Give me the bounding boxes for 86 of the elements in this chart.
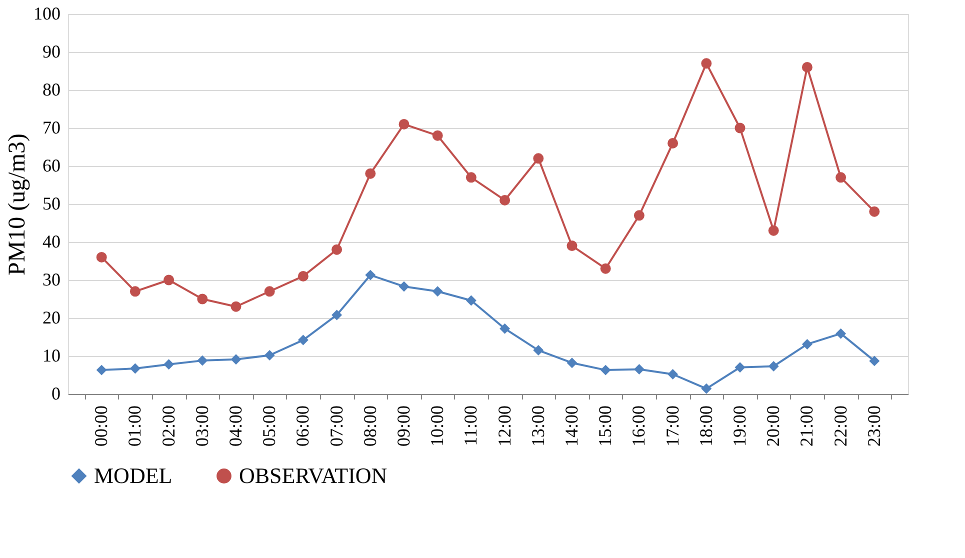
point <box>365 270 376 280</box>
legend-label: MODEL <box>94 463 172 488</box>
point <box>264 286 275 297</box>
x-tick-label: 16:00 <box>628 406 649 447</box>
point <box>130 363 140 374</box>
x-tick-label: 10:00 <box>427 406 448 447</box>
y-tick-label: 10 <box>42 346 60 366</box>
point <box>432 286 443 297</box>
x-tick-label: 23:00 <box>864 406 884 447</box>
y-tick-label: 20 <box>42 308 60 328</box>
point <box>701 383 712 394</box>
point <box>332 310 342 320</box>
x-tick-label: 15:00 <box>595 406 616 447</box>
x-tick-label: 03:00 <box>192 406 212 447</box>
point <box>398 281 410 292</box>
point <box>734 362 746 373</box>
y-axis-title: PM10 (ug/m3) <box>4 133 30 276</box>
x-tick-label: 14:00 <box>562 406 582 447</box>
point <box>600 364 611 376</box>
x-tick-label: 11:00 <box>460 406 481 446</box>
point <box>332 244 342 255</box>
x-tick-label: 01:00 <box>124 406 145 447</box>
y-tick-label: 70 <box>42 118 60 138</box>
point <box>668 368 678 380</box>
point <box>164 274 174 286</box>
y-tick-label: 0 <box>52 384 60 404</box>
y-tick-label: 30 <box>42 270 60 290</box>
point <box>734 122 746 134</box>
point <box>802 62 812 72</box>
y-tick-label: 80 <box>42 80 60 100</box>
point <box>802 338 812 350</box>
point <box>264 350 275 360</box>
x-tick-label: 00:00 <box>91 406 112 447</box>
point <box>500 194 510 206</box>
point <box>600 263 611 274</box>
x-tick-label: 17:00 <box>662 406 682 447</box>
y-tick-label: 50 <box>42 194 60 214</box>
y-tick-label: 60 <box>42 156 60 176</box>
x-tick-label: 20:00 <box>763 406 784 447</box>
point <box>836 172 846 183</box>
point <box>701 58 712 69</box>
point <box>432 130 443 141</box>
point <box>668 138 678 148</box>
y-tick-label: 100 <box>34 4 60 24</box>
x-tick-label: 05:00 <box>259 406 280 447</box>
point <box>365 168 376 179</box>
point <box>466 295 476 306</box>
point <box>466 172 476 183</box>
point <box>566 240 578 252</box>
x-tick-label: 12:00 <box>494 406 514 447</box>
y-tick-label: 40 <box>42 232 60 252</box>
point <box>566 358 578 368</box>
point <box>130 286 140 297</box>
point <box>96 252 107 262</box>
point <box>96 364 107 376</box>
legend-label: OBSERVATION <box>239 463 388 488</box>
x-tick-label: 02:00 <box>158 406 178 447</box>
point <box>768 361 779 372</box>
x-tick-label: 08:00 <box>360 406 380 447</box>
point <box>298 270 308 282</box>
point <box>230 354 242 365</box>
point <box>398 118 410 130</box>
y-tick-label: 90 <box>42 42 60 62</box>
point <box>500 323 510 334</box>
x-tick-label: 13:00 <box>528 406 548 447</box>
point <box>869 356 880 366</box>
point <box>164 359 174 370</box>
point <box>197 294 208 304</box>
x-tick-label: 22:00 <box>830 406 850 447</box>
x-tick-label: 04:00 <box>226 406 246 447</box>
point <box>869 206 880 217</box>
x-tick-label: 06:00 <box>292 406 313 447</box>
x-tick-label: 21:00 <box>796 406 817 447</box>
x-tick-label: 18:00 <box>696 406 716 447</box>
point <box>298 334 308 346</box>
point <box>533 345 544 356</box>
x-tick-label: 09:00 <box>394 406 414 447</box>
point <box>634 210 644 221</box>
point <box>836 328 846 339</box>
point <box>197 355 208 366</box>
x-tick-label: 07:00 <box>326 406 346 447</box>
point <box>768 225 779 236</box>
x-tick-label: 19:00 <box>730 406 750 447</box>
point <box>230 301 242 312</box>
point <box>634 364 644 375</box>
point <box>533 153 544 164</box>
